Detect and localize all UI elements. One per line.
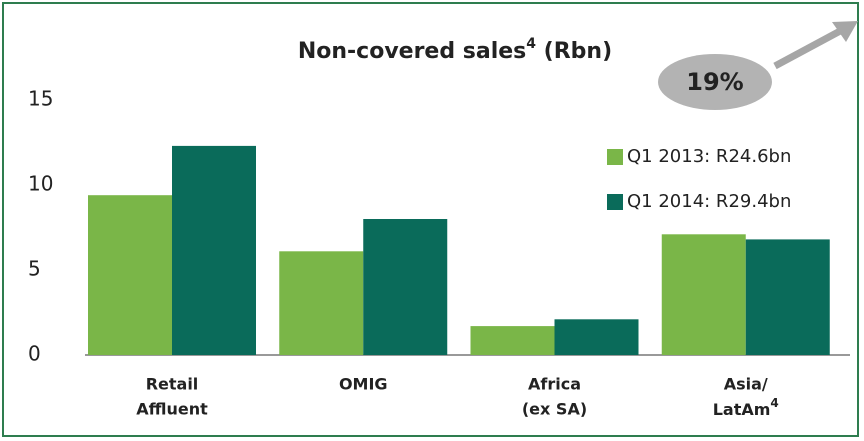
bar bbox=[363, 219, 448, 355]
bar bbox=[745, 239, 830, 355]
annotation: 19% bbox=[686, 68, 743, 96]
bar bbox=[172, 145, 256, 355]
legend-swatch bbox=[607, 194, 623, 210]
legend-label: Q1 2014: R29.4bn bbox=[627, 191, 791, 212]
x-tick-label-sup: 4 bbox=[770, 396, 778, 410]
x-tick-label: Retail bbox=[146, 375, 199, 394]
x-tick-label: Affluent bbox=[136, 400, 208, 419]
x-tick-label: Asia/ bbox=[724, 375, 768, 394]
y-tick-label: 15 bbox=[28, 87, 53, 111]
bar bbox=[554, 319, 639, 355]
x-tick-label-text: LatAm bbox=[713, 400, 771, 419]
y-tick-label: 5 bbox=[28, 257, 41, 281]
x-tick-label: LatAm4 bbox=[713, 396, 779, 419]
y-tick-label: 0 bbox=[28, 342, 41, 366]
bar bbox=[661, 234, 746, 355]
legend-swatch bbox=[607, 149, 623, 165]
bar bbox=[88, 195, 172, 355]
x-tick-label: Africa bbox=[528, 375, 581, 394]
x-tick-label: (ex SA) bbox=[522, 400, 587, 419]
x-tick-label: OMIG bbox=[339, 375, 388, 394]
legend-label: Q1 2013: R24.6bn bbox=[627, 146, 791, 167]
chart-title: Non-covered sales4 (Rbn) bbox=[298, 36, 612, 64]
growth-arrow bbox=[773, 26, 844, 70]
bar bbox=[470, 326, 555, 355]
growth-arrowhead bbox=[832, 21, 858, 42]
frame bbox=[2, 2, 859, 437]
annotation-bubble bbox=[658, 54, 772, 110]
y-tick-label: 10 bbox=[28, 172, 53, 196]
bar bbox=[279, 251, 364, 355]
